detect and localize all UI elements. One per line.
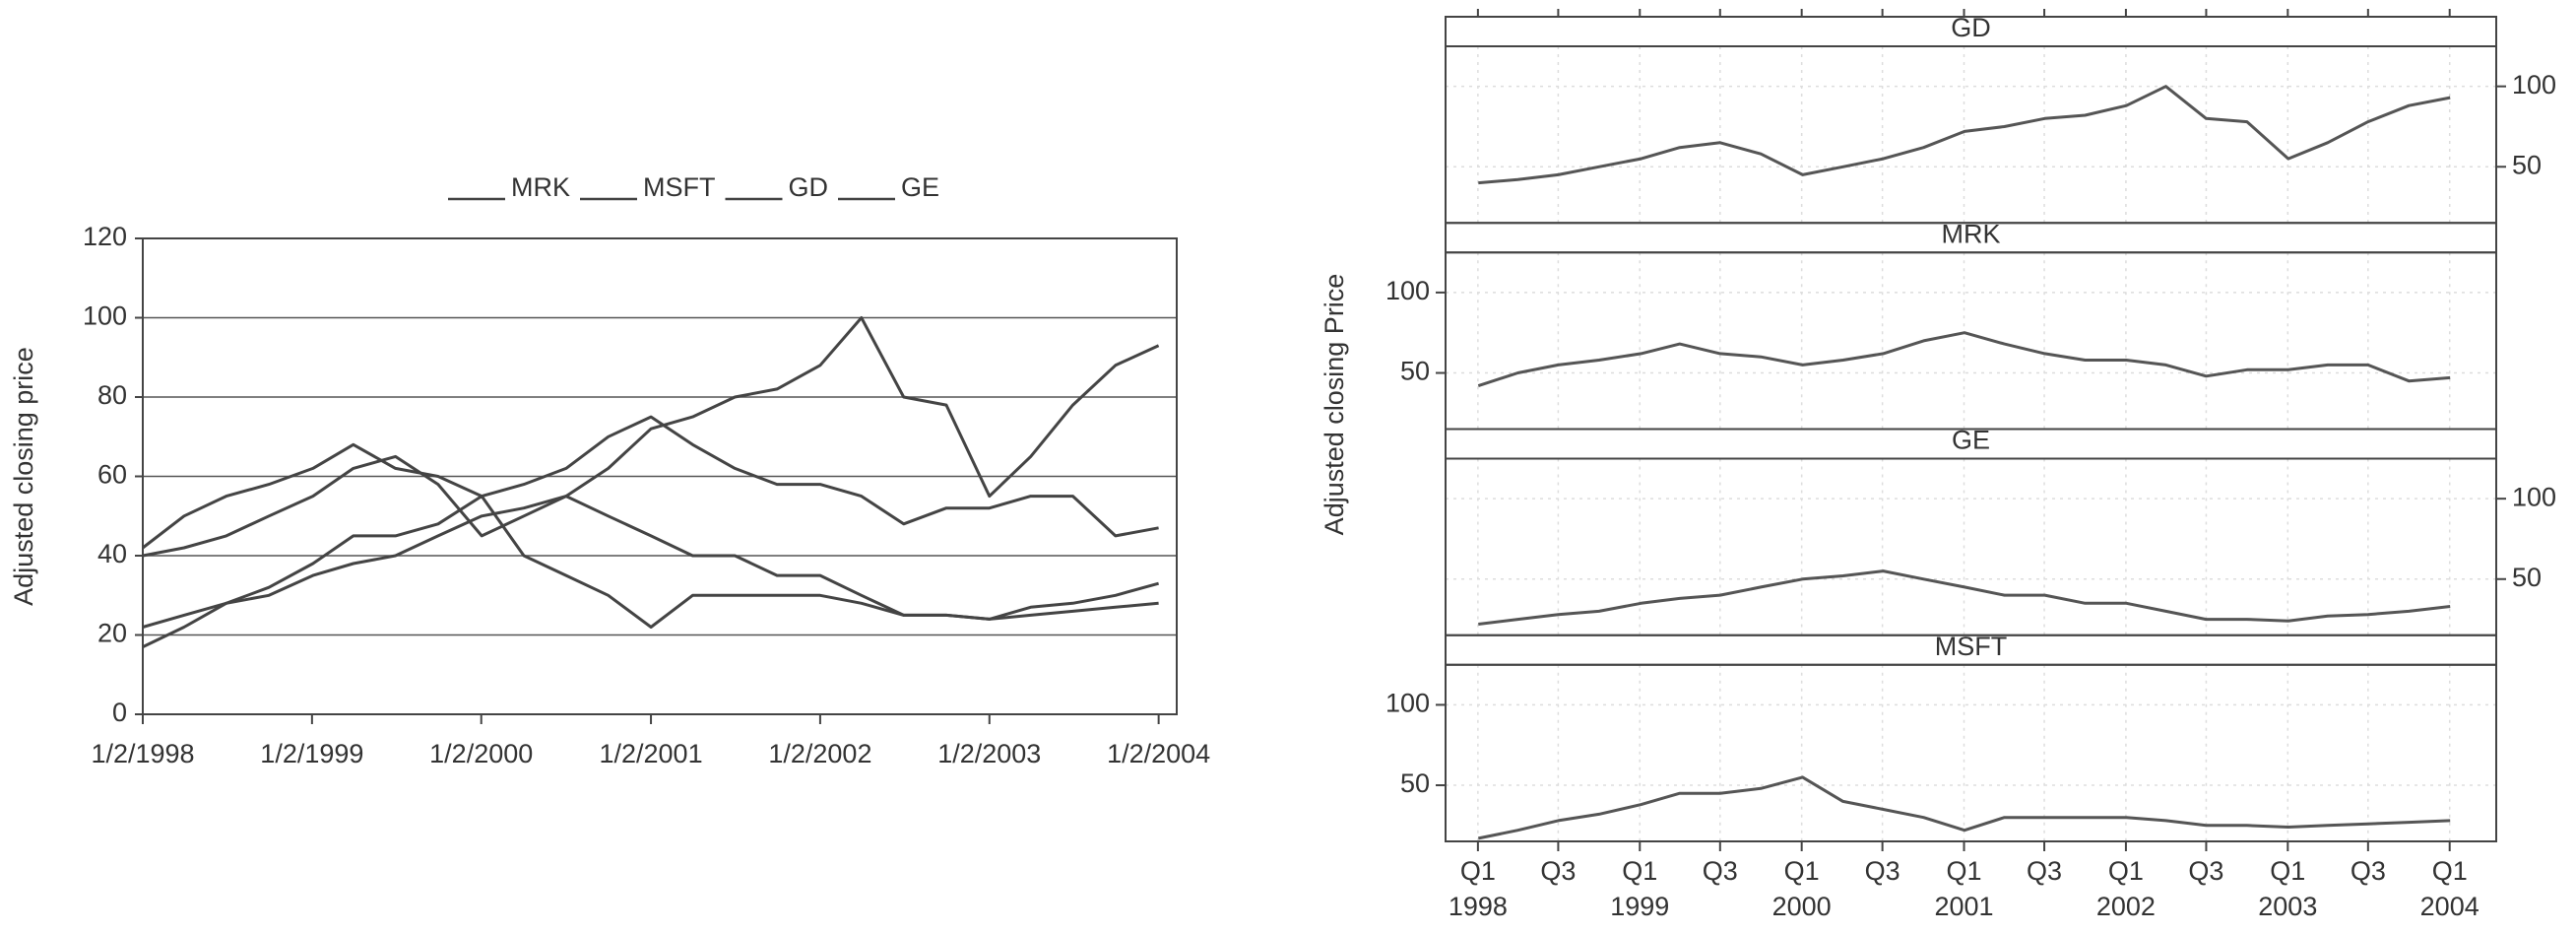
y-tick-label: 80: [97, 380, 127, 410]
series-line: [1477, 775, 2451, 840]
series-line: [142, 415, 1159, 550]
y-tick-label: 100: [1385, 689, 1430, 718]
panel-title: GE: [1952, 426, 1990, 455]
panel-title: MSFT: [1935, 632, 2008, 661]
x-tick-year-label: 1998: [1449, 892, 1508, 921]
x-tick-label: 1/2/1998: [91, 739, 194, 768]
series-line: [142, 495, 1159, 648]
x-tick-label: Q1: [1460, 856, 1496, 886]
x-tick-label: Q3: [2027, 856, 2062, 886]
x-tick-label: 1/2/1999: [260, 739, 363, 768]
y-tick-label: 40: [97, 539, 127, 568]
y-tick-label: 100: [2512, 482, 2556, 511]
y-tick-label: 100: [1385, 276, 1430, 305]
x-tick-label: 1/2/2004: [1107, 739, 1210, 768]
x-tick-label: Q1: [1784, 856, 1820, 886]
panel-frame: [1445, 45, 2497, 225]
y-tick-label: 100: [83, 301, 127, 331]
x-tick-label: Q3: [1540, 856, 1576, 886]
legend-label: MRK: [511, 172, 570, 202]
panel-frame: [1445, 663, 2497, 842]
x-tick-label: 1/2/2002: [768, 739, 871, 768]
series-line: [1478, 569, 2451, 626]
panel-title: GD: [1951, 13, 1991, 42]
panel-frame: [1445, 251, 2497, 431]
y-tick-label: 50: [2512, 563, 2542, 592]
y-tick-label: 0: [112, 698, 127, 727]
y-tick-label: 20: [97, 619, 127, 648]
x-tick-label: Q3: [1865, 856, 1900, 886]
x-tick-label: Q3: [1703, 856, 1738, 886]
y-tick-label: 60: [97, 460, 127, 490]
x-tick-label: Q3: [2351, 856, 2386, 886]
x-tick-label: Q1: [2270, 856, 2305, 886]
x-tick-label: Q1: [1622, 856, 1657, 886]
series-line: [142, 316, 1160, 558]
y-axis-label: Adjusted closing Price: [1320, 274, 1349, 536]
y-axis-label: Adjusted closing price: [9, 347, 38, 606]
y-tick-label: 50: [1400, 357, 1430, 386]
panel-frame: [1445, 457, 2497, 636]
plot-frame: [142, 237, 1178, 715]
series-line: [142, 495, 1159, 629]
series-line: [1477, 331, 2451, 388]
y-tick-label: 120: [83, 222, 127, 251]
x-tick-label: Q1: [2108, 856, 2144, 886]
x-tick-year-label: 2001: [1934, 892, 1993, 921]
x-tick-year-label: 1999: [1610, 892, 1669, 921]
x-tick-year-label: 2003: [2258, 892, 2317, 921]
legend-label: GE: [901, 172, 939, 202]
x-tick-label: 1/2/2003: [937, 739, 1041, 768]
x-tick-year-label: 2000: [1772, 892, 1832, 921]
x-tick-label: 1/2/2001: [599, 739, 702, 768]
series-line: [1478, 85, 2451, 185]
legend-label: GD: [789, 172, 829, 202]
panel-title: MRK: [1942, 219, 2001, 248]
legend-label: MSFT: [643, 172, 716, 202]
x-tick-label: 1/2/2000: [429, 739, 533, 768]
y-tick-label: 50: [2512, 150, 2542, 179]
x-tick-year-label: 2002: [2096, 892, 2156, 921]
y-tick-label: 50: [1400, 768, 1430, 798]
x-tick-label: Q3: [2188, 856, 2223, 886]
x-tick-year-label: 2004: [2420, 892, 2479, 921]
y-tick-label: 100: [2512, 70, 2556, 100]
x-tick-label: Q1: [1947, 856, 1982, 886]
x-tick-label: Q1: [2432, 856, 2468, 886]
